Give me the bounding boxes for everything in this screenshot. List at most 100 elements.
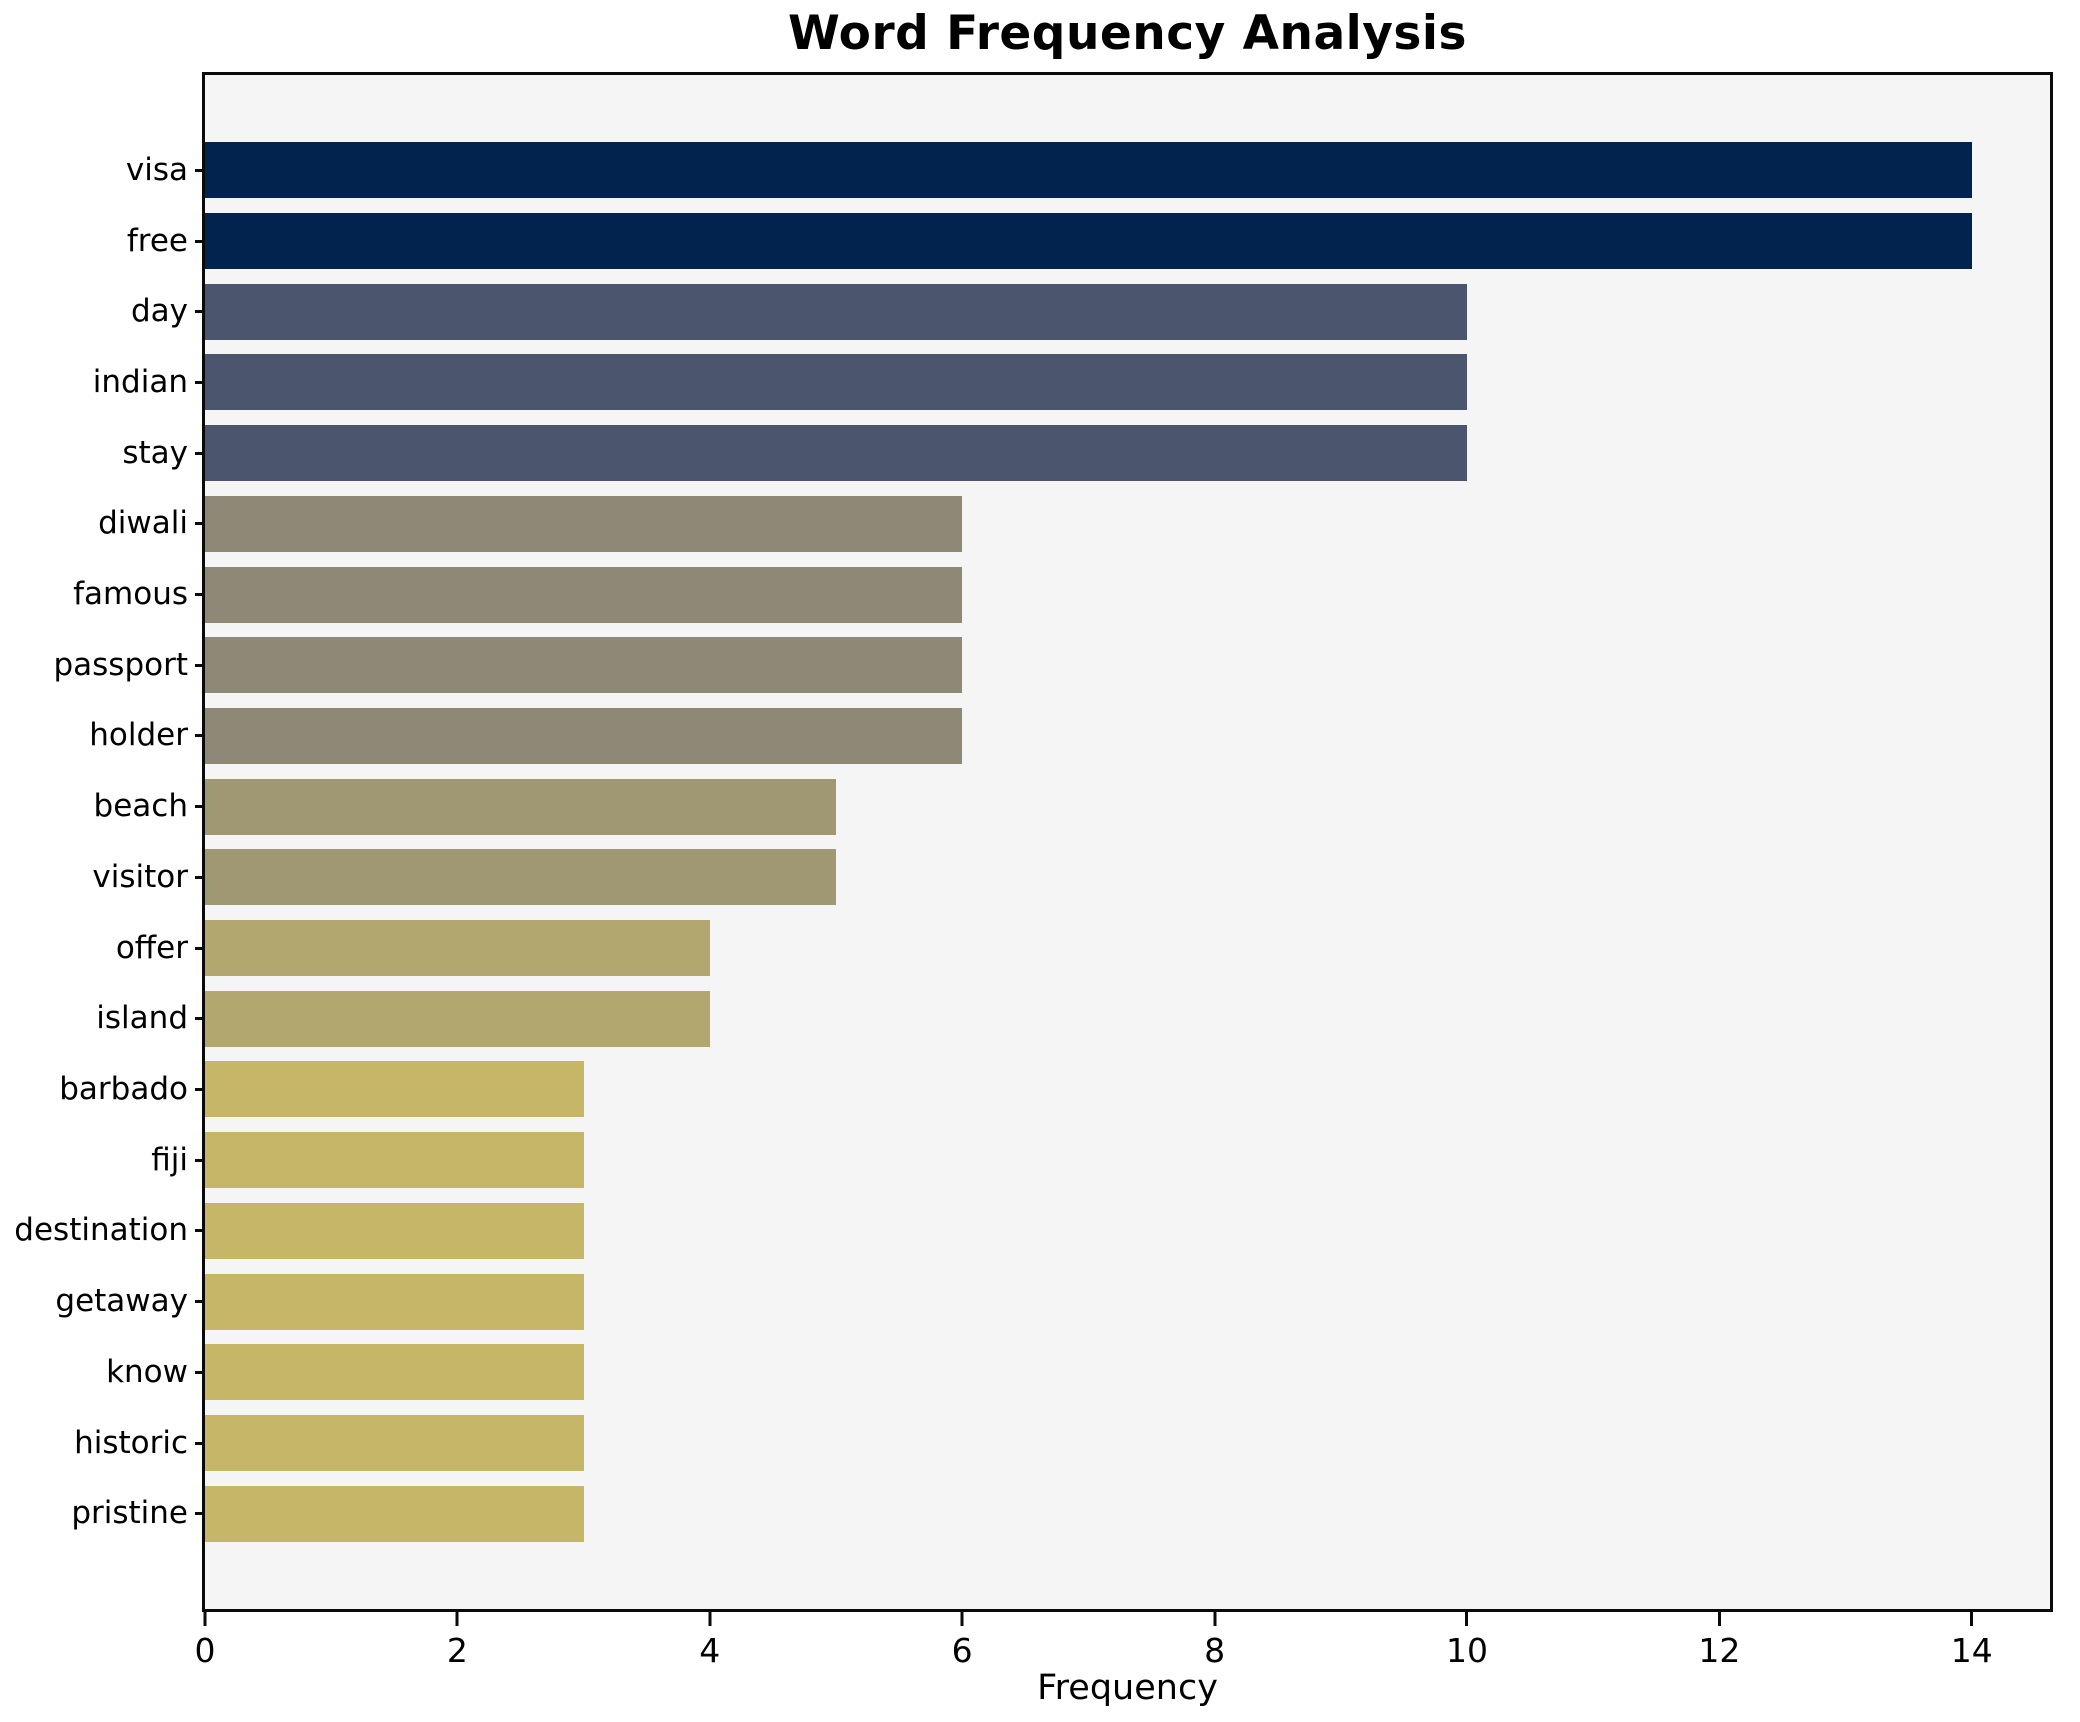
bar (205, 142, 1972, 199)
bar-row: famous (0, 559, 2050, 630)
y-tick-label: passport (53, 646, 188, 683)
chart-title: Word Frequency Analysis (788, 6, 1467, 61)
y-tick-label: visitor (92, 858, 188, 895)
y-tick-cell: know (0, 1337, 205, 1408)
y-tick-cell: offer (0, 913, 205, 984)
bar-row: know (0, 1337, 2050, 1408)
y-tick-label: beach (93, 788, 188, 825)
bar-row: barbado (0, 1054, 2050, 1125)
bar (205, 283, 1467, 340)
bar (205, 707, 963, 764)
y-tick-mark (195, 168, 205, 172)
bar-track (205, 1125, 2050, 1196)
x-tick-mark (960, 1612, 964, 1626)
bar (205, 1132, 584, 1189)
y-tick-cell: diwali (0, 489, 205, 560)
y-tick-label: famous (73, 576, 188, 613)
x-tick-label: 4 (699, 1631, 721, 1670)
y-tick-label: pristine (71, 1495, 188, 1532)
bar-track (205, 1266, 2050, 1337)
bar (205, 1344, 584, 1401)
y-tick-mark (195, 380, 205, 384)
y-tick-cell: passport (0, 630, 205, 701)
bar-track (205, 1408, 2050, 1479)
bar (205, 990, 710, 1047)
x-tick-label: 14 (1950, 1631, 1993, 1670)
bar (205, 1415, 584, 1471)
bar-row: holder (0, 701, 2050, 772)
x-tick: 2 (447, 1612, 468, 1667)
bar-row: pristine (0, 1478, 2050, 1549)
bar-track (205, 276, 2050, 347)
x-axis-label: Frequency (1037, 1668, 1218, 1708)
bar (205, 354, 1467, 411)
y-tick-mark (195, 1512, 205, 1516)
y-tick-cell: beach (0, 771, 205, 842)
y-tick-cell: barbado (0, 1054, 205, 1125)
bar-track (205, 630, 2050, 701)
x-tick-mark (1970, 1612, 1974, 1626)
y-tick-mark (195, 1017, 205, 1021)
x-tick-label: 12 (1698, 1631, 1741, 1670)
bar-row: stay (0, 418, 2050, 489)
bar-row: historic (0, 1408, 2050, 1479)
x-tick-label: 8 (1204, 1631, 1226, 1670)
x-tick-mark (708, 1612, 712, 1626)
y-tick-mark (195, 1158, 205, 1162)
y-tick-cell: visa (0, 135, 205, 206)
y-tick-cell: day (0, 276, 205, 347)
bar-row: island (0, 983, 2050, 1054)
x-tick: 0 (195, 1612, 216, 1667)
bar (205, 920, 710, 977)
bar (205, 425, 1467, 482)
y-tick-label: holder (89, 717, 188, 754)
y-tick-label: stay (122, 434, 188, 471)
bar-track (205, 842, 2050, 913)
y-tick-label: fiji (151, 1141, 188, 1178)
y-tick-mark (195, 522, 205, 526)
bar-track (205, 1337, 2050, 1408)
bar-row: beach (0, 771, 2050, 842)
y-tick-mark (195, 1300, 205, 1304)
bar-track (205, 559, 2050, 630)
y-tick-label: getaway (55, 1283, 188, 1320)
y-tick-label: barbado (59, 1070, 188, 1107)
bar (205, 637, 963, 694)
y-tick-label: visa (125, 151, 188, 188)
x-tick-mark (455, 1612, 459, 1626)
bar-track (205, 347, 2050, 418)
bar-row: passport (0, 630, 2050, 701)
y-tick-cell: holder (0, 701, 205, 772)
y-tick-label: day (130, 293, 188, 330)
x-tick: 8 (1204, 1612, 1225, 1667)
x-tick-mark (1465, 1612, 1469, 1626)
bar-track (205, 913, 2050, 984)
y-tick-mark (195, 1087, 205, 1091)
bar-row: getaway (0, 1266, 2050, 1337)
y-tick-mark (195, 1441, 205, 1445)
y-tick-cell: destination (0, 1196, 205, 1267)
y-tick-mark (195, 946, 205, 950)
y-tick-cell: visitor (0, 842, 205, 913)
y-tick-mark (195, 451, 205, 455)
x-axis-ticks: 0 2 4 6 8 10 12 14 (195, 1612, 2050, 1712)
bar-row: free (0, 206, 2050, 277)
y-tick-cell: free (0, 206, 205, 277)
x-tick: 14 (1951, 1612, 1993, 1667)
bar-track (205, 1196, 2050, 1267)
y-tick-label: indian (92, 363, 188, 400)
x-tick-label: 6 (951, 1631, 973, 1670)
bar-rows: visa free day indian stay diwali famous passpor… (0, 135, 2050, 1549)
y-tick-cell: fiji (0, 1125, 205, 1196)
x-tick-label: 2 (446, 1631, 468, 1670)
x-tick: 10 (1446, 1612, 1488, 1667)
bar-track (205, 489, 2050, 560)
bar-row: visitor (0, 842, 2050, 913)
bar (205, 849, 836, 906)
x-tick-label: 10 (1445, 1631, 1488, 1670)
y-tick-mark (195, 875, 205, 879)
y-tick-cell: indian (0, 347, 205, 418)
y-tick-mark (195, 1370, 205, 1374)
bar-row: visa (0, 135, 2050, 206)
y-tick-label: destination (14, 1212, 188, 1249)
